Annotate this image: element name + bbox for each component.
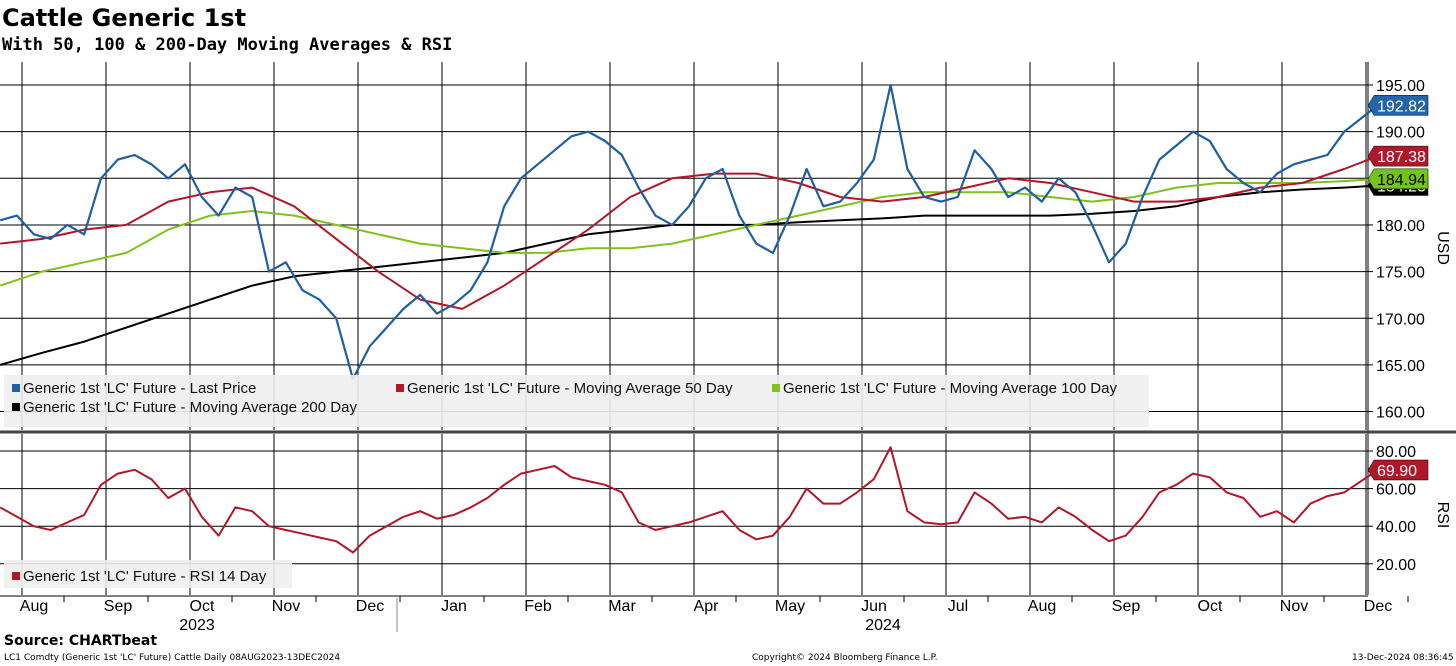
legend-swatch — [12, 572, 20, 580]
price-last-tag: 192.82 — [1367, 95, 1429, 116]
y-axis-label: RSI — [1434, 502, 1451, 529]
legend-label: Generic 1st 'LC' Future - Moving Average… — [407, 380, 733, 397]
y-tick-label: 175.00 — [1376, 265, 1425, 282]
y-tick-label: 195.00 — [1376, 78, 1425, 95]
legend-swatch — [12, 403, 20, 411]
rsi-legend-box — [4, 560, 292, 588]
value-tag-label: 192.82 — [1377, 98, 1426, 115]
value-tag-label: 187.38 — [1377, 149, 1426, 166]
x-tick-label: May — [775, 598, 805, 615]
year-label: 2024 — [865, 617, 901, 634]
y-tick-label: 190.00 — [1376, 125, 1425, 142]
y-tick-label: 60.00 — [1376, 482, 1416, 499]
y-tick-label: 165.00 — [1376, 358, 1425, 375]
footer-timestamp: 13-Dec-2024 08:36:45 — [1352, 653, 1454, 663]
legend-label: Generic 1st 'LC' Future - Moving Average… — [23, 399, 357, 416]
x-tick-label: Feb — [524, 598, 552, 615]
legend-swatch — [396, 384, 404, 392]
ma50-line — [0, 155, 1379, 310]
legend-label: Generic 1st 'LC' Future - Last Price — [23, 380, 256, 397]
x-tick-label: Dec — [356, 598, 384, 615]
x-tick-label: Jan — [441, 598, 467, 615]
rsi-line — [0, 446, 1379, 554]
year-label: 2023 — [179, 617, 215, 634]
y-tick-label: 20.00 — [1376, 557, 1416, 574]
x-tick-label: Jun — [861, 598, 887, 615]
x-tick-label: Jul — [948, 598, 968, 615]
price-line — [0, 83, 1379, 380]
legend-label: Generic 1st 'LC' Future - Moving Average… — [783, 380, 1117, 397]
y-tick-label: 40.00 — [1376, 519, 1416, 536]
legend-swatch — [772, 384, 780, 392]
value-tag-label: 184.94 — [1377, 172, 1426, 189]
x-tick-label: Nov — [1280, 598, 1308, 615]
legend-box — [4, 375, 1149, 427]
x-tick-label: Nov — [272, 598, 300, 615]
chart-title: Cattle Generic 1st — [2, 4, 247, 32]
x-tick-label: Oct — [190, 598, 215, 615]
ma100-last-tag: 184.94 — [1367, 168, 1429, 190]
ma200-line — [0, 184, 1378, 366]
rsi-last-tag: 69.90 — [1367, 459, 1429, 481]
x-tick-label: Sep — [104, 598, 133, 615]
y-tick-label: 80.00 — [1376, 444, 1416, 461]
x-tick-label: Mar — [608, 598, 636, 615]
value-tag-label: 69.90 — [1377, 463, 1417, 480]
ma50-last-tag: 187.38 — [1367, 145, 1429, 167]
x-tick-label: Aug — [20, 598, 48, 615]
y-axis-label: USD — [1434, 231, 1451, 265]
footer-ticker: LC1 Comdty (Generic 1st 'LC' Future) Cat… — [4, 653, 341, 663]
source-note: Source: CHARTbeat — [4, 633, 158, 649]
x-tick-label: Aug — [1028, 598, 1056, 615]
legend-label: Generic 1st 'LC' Future - RSI 14 Day — [23, 568, 267, 585]
y-tick-label: 160.00 — [1376, 405, 1425, 422]
x-tick-label: Dec — [1364, 598, 1392, 615]
y-tick-label: 180.00 — [1376, 218, 1425, 235]
x-tick-label: Oct — [1198, 598, 1223, 615]
footer-copyright: Copyright© 2024 Bloomberg Finance L.P. — [752, 653, 938, 663]
y-tick-label: 170.00 — [1376, 311, 1425, 328]
legend-swatch — [12, 384, 20, 392]
x-tick-label: Apr — [694, 598, 720, 615]
ma100-line — [0, 177, 1378, 287]
x-tick-label: Sep — [1112, 598, 1141, 615]
chart-subtitle: With 50, 100 & 200-Day Moving Averages &… — [2, 35, 453, 55]
